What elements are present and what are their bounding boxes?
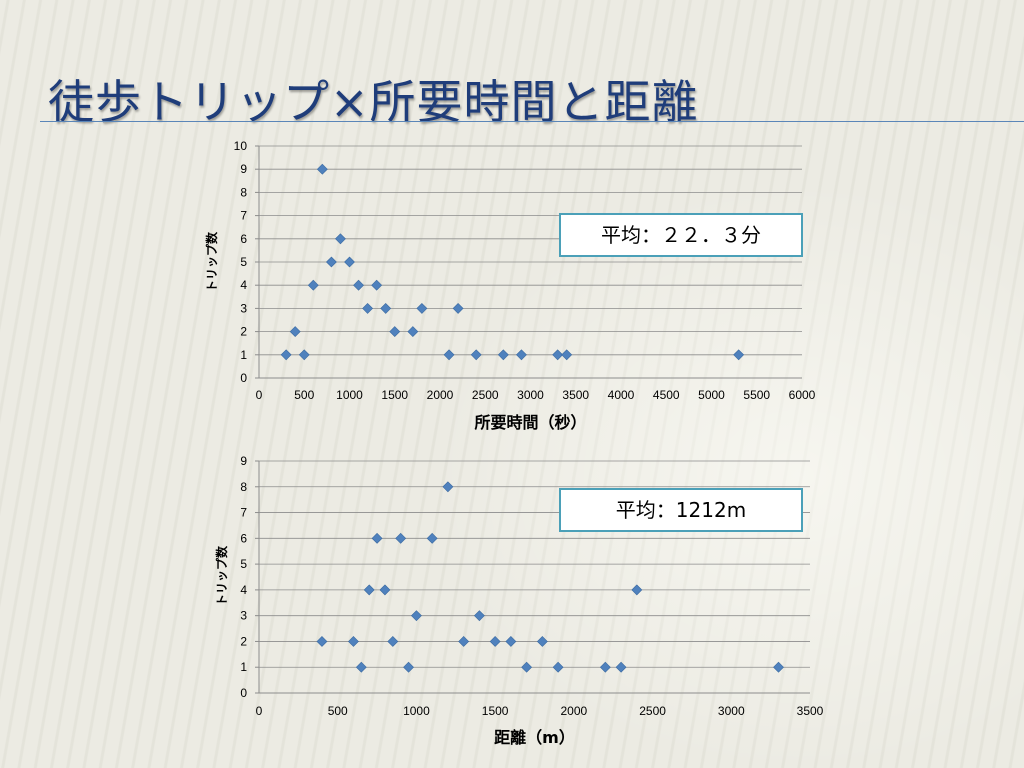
duration-x-axis-title: 所要時間（秒） (474, 413, 586, 432)
duration-data-point (280, 349, 292, 361)
duration-xtick-label: 2500 (472, 388, 499, 402)
duration-data-point (371, 279, 383, 291)
duration-data-point (552, 349, 564, 361)
duration-xtick-label: 2000 (427, 388, 454, 402)
duration-data-point (497, 349, 509, 361)
duration-data-point (407, 326, 419, 338)
duration-data-point (289, 326, 301, 338)
title-underline (40, 121, 1024, 122)
distance-data-point (403, 661, 414, 673)
duration-data-point (362, 302, 374, 314)
distance-data-point (371, 532, 383, 544)
duration-data-point (516, 349, 527, 361)
distance-ytick-label: 1 (240, 660, 247, 674)
duration-xtick-label: 5500 (743, 388, 770, 402)
distance-data-point (387, 636, 399, 647)
distance-xtick-label: 0 (256, 704, 263, 718)
duration-data-point (470, 349, 482, 361)
distance-xtick-label: 3000 (718, 704, 745, 718)
distance-data-point (426, 532, 438, 544)
distance-y-axis-title: トリップ数 (214, 545, 229, 606)
duration-xtick-label: 5000 (698, 388, 725, 402)
duration-xtick-label: 3500 (562, 388, 589, 402)
average-duration-label: 平均：２２．３分 (559, 213, 803, 257)
duration-ytick-label: 0 (240, 371, 247, 385)
distance-data-point (536, 636, 548, 647)
distance-data-point (552, 661, 564, 673)
average-distance-label: 平均：1212m (559, 488, 803, 532)
duration-ytick-label: 10 (234, 139, 248, 153)
duration-data-point (298, 349, 310, 361)
duration-ytick-label: 4 (240, 278, 247, 292)
distance-data-point (316, 636, 328, 647)
duration-data-point (452, 302, 464, 314)
distance-data-point (505, 636, 517, 647)
distance-data-point (631, 584, 643, 596)
distance-data-point (442, 481, 454, 493)
duration-y-axis-title: トリップ数 (204, 231, 219, 292)
distance-ytick-label: 5 (240, 557, 247, 571)
duration-xtick-label: 1500 (381, 388, 408, 402)
duration-data-point (416, 302, 428, 314)
distance-data-point (348, 636, 359, 647)
duration-data-point (733, 349, 745, 361)
duration-data-point (353, 279, 364, 291)
duration-xtick-label: 1000 (336, 388, 363, 402)
distance-ytick-label: 8 (240, 480, 247, 494)
distance-data-point (411, 610, 422, 622)
distance-xtick-label: 1000 (403, 704, 430, 718)
distance-ytick-label: 7 (240, 506, 247, 520)
distance-data-point (599, 661, 611, 673)
duration-ytick-label: 7 (240, 209, 247, 223)
duration-data-point (307, 279, 319, 291)
duration-ytick-label: 5 (240, 255, 247, 269)
duration-xtick-label: 3000 (517, 388, 544, 402)
duration-data-point (325, 256, 337, 268)
distance-data-point (395, 532, 407, 544)
distance-data-point (355, 661, 367, 673)
distance-xtick-label: 2000 (561, 704, 588, 718)
duration-ytick-label: 3 (240, 301, 247, 315)
distance-ytick-label: 2 (240, 634, 247, 648)
duration-xtick-label: 4500 (653, 388, 680, 402)
duration-ytick-label: 9 (240, 162, 247, 176)
duration-data-point (344, 256, 355, 268)
duration-xtick-label: 4000 (608, 388, 635, 402)
duration-ytick-label: 2 (240, 325, 247, 339)
distance-xtick-label: 2500 (639, 704, 666, 718)
duration-data-point (561, 349, 573, 361)
distance-x-axis-title: 距離（m） (494, 728, 575, 747)
slide-title: 徒歩トリップ×所要時間と距離 (48, 75, 699, 129)
distance-data-point (379, 584, 391, 596)
duration-xtick-label: 500 (294, 388, 314, 402)
distance-xtick-label: 500 (328, 704, 348, 718)
distance-ytick-label: 6 (240, 531, 247, 545)
duration-data-point (443, 349, 455, 361)
duration-ytick-label: 6 (240, 232, 247, 246)
distance-data-point (521, 661, 533, 673)
distance-data-point (363, 584, 375, 596)
distance-data-point (489, 636, 501, 647)
distance-ytick-label: 9 (240, 454, 247, 468)
duration-ytick-label: 8 (240, 185, 247, 199)
distance-data-point (458, 636, 470, 647)
duration-xtick-label: 0 (256, 388, 263, 402)
distance-data-point (773, 661, 784, 673)
distance-data-point (473, 610, 485, 622)
distance-ytick-label: 4 (240, 583, 247, 597)
duration-data-point (380, 302, 392, 314)
distance-data-point (615, 661, 627, 673)
duration-xtick-label: 6000 (789, 388, 816, 402)
distance-xtick-label: 1500 (482, 704, 509, 718)
distance-ytick-label: 0 (240, 686, 247, 700)
duration-data-point (316, 163, 328, 175)
duration-data-point (335, 233, 346, 245)
distance-ytick-label: 3 (240, 609, 247, 623)
distance-xtick-label: 3500 (797, 704, 824, 718)
duration-ytick-label: 1 (240, 348, 247, 362)
duration-data-point (389, 326, 401, 338)
